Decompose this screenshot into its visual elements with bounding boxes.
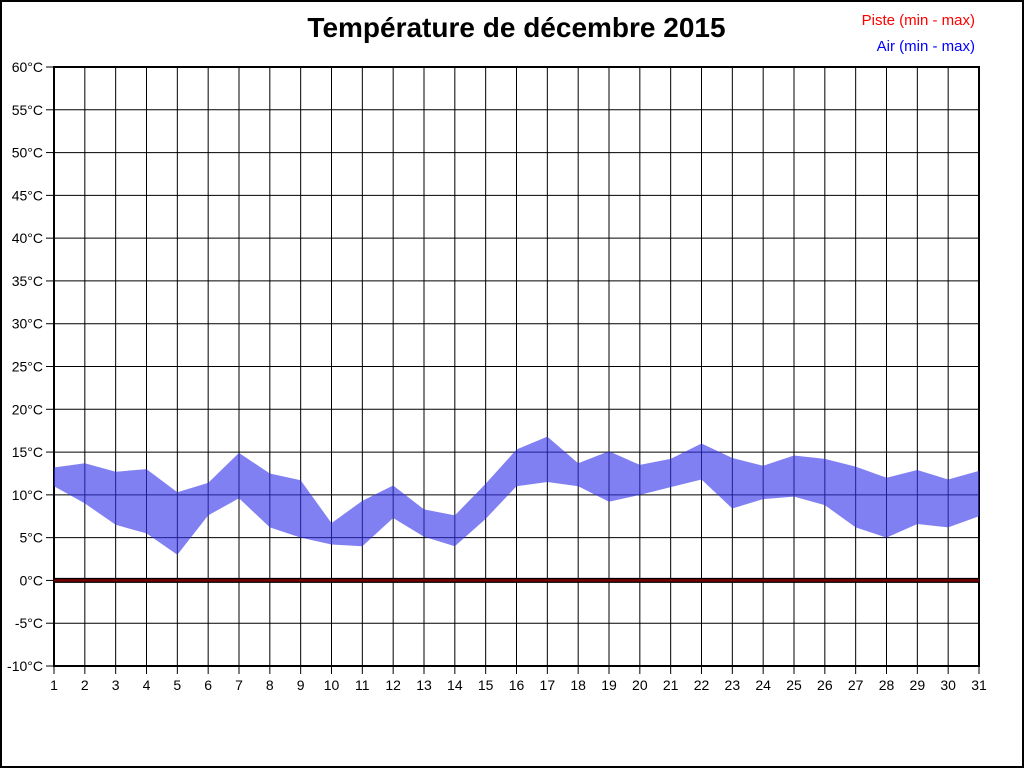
air-minmax-band bbox=[54, 436, 979, 555]
x-axis-label: 2 bbox=[81, 677, 89, 693]
x-axis-label: 16 bbox=[509, 677, 525, 693]
x-axis-label: 15 bbox=[478, 677, 494, 693]
x-axis-label: 22 bbox=[694, 677, 710, 693]
y-axis-label: -10°C bbox=[7, 658, 43, 674]
y-axis-label: 5°C bbox=[20, 530, 44, 546]
x-axis-label: 28 bbox=[879, 677, 895, 693]
x-axis-label: 26 bbox=[817, 677, 833, 693]
legend-item-piste: Piste (min - max) bbox=[861, 12, 975, 29]
y-axis-label: 50°C bbox=[12, 145, 43, 161]
x-axis-label: 4 bbox=[143, 677, 151, 693]
y-axis-label: 20°C bbox=[12, 401, 43, 417]
y-axis-label: -5°C bbox=[15, 615, 43, 631]
x-axis-label: 29 bbox=[910, 677, 926, 693]
y-axis-label: 25°C bbox=[12, 359, 43, 375]
y-axis-label: 30°C bbox=[12, 316, 43, 332]
x-axis-label: 23 bbox=[725, 677, 741, 693]
x-axis-label: 8 bbox=[266, 677, 274, 693]
x-axis-label: 24 bbox=[755, 677, 771, 693]
x-axis-label: 27 bbox=[848, 677, 864, 693]
chart-title: Température de décembre 2015 bbox=[307, 12, 726, 43]
y-axis-label: 40°C bbox=[12, 230, 43, 246]
x-axis-label: 17 bbox=[540, 677, 556, 693]
x-axis-label: 9 bbox=[297, 677, 305, 693]
x-axis-label: 31 bbox=[971, 677, 987, 693]
x-axis-label: 13 bbox=[416, 677, 432, 693]
legend-item-air: Air (min - max) bbox=[876, 38, 975, 55]
x-axis-label: 25 bbox=[786, 677, 802, 693]
plot-frame bbox=[53, 66, 980, 667]
y-axis-label: 60°C bbox=[12, 59, 43, 75]
x-axis-label: 11 bbox=[355, 677, 370, 693]
y-axis-label: 45°C bbox=[12, 187, 43, 203]
y-axis-label: 0°C bbox=[20, 572, 44, 588]
x-axis-label: 30 bbox=[940, 677, 956, 693]
x-axis-label: 21 bbox=[663, 677, 679, 693]
x-axis-label: 3 bbox=[112, 677, 120, 693]
x-axis-label: 7 bbox=[235, 677, 243, 693]
x-axis-label: 6 bbox=[204, 677, 212, 693]
x-axis-label: 14 bbox=[447, 677, 463, 693]
x-axis-label: 5 bbox=[173, 677, 181, 693]
x-axis-label: 19 bbox=[601, 677, 617, 693]
y-axis-label: 10°C bbox=[12, 487, 43, 503]
x-axis-label: 1 bbox=[50, 677, 58, 693]
y-axis-label: 35°C bbox=[12, 273, 43, 289]
y-axis-label: 55°C bbox=[12, 102, 43, 118]
x-axis-label: 18 bbox=[570, 677, 586, 693]
y-axis-label: 15°C bbox=[12, 444, 43, 460]
x-axis-label: 12 bbox=[385, 677, 401, 693]
x-axis-label: 10 bbox=[324, 677, 340, 693]
x-axis-label: 20 bbox=[632, 677, 648, 693]
legend: Piste (min - max) Air (min - max) bbox=[862, 8, 975, 60]
